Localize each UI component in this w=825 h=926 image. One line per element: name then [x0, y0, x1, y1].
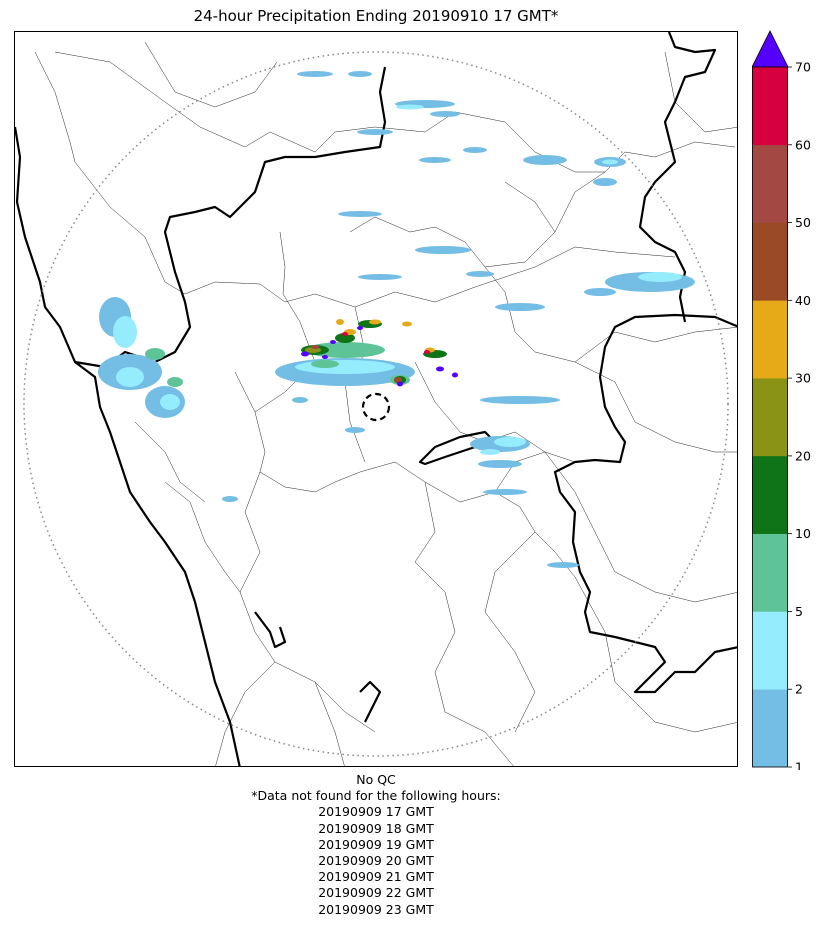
colorbar-bin: [752, 689, 788, 768]
colorbar-tick-label: 5: [795, 604, 803, 619]
colorbar-bin: [752, 611, 788, 690]
colorbar-tick-label: 40: [795, 293, 811, 308]
missing-hour: 20190909 18 GMT: [318, 820, 434, 836]
missing-hour: 20190909 20 GMT: [318, 853, 434, 869]
colorbar-tick-label: 60: [795, 137, 811, 152]
precipitation-map: [14, 31, 738, 767]
precip-heavy: [145, 342, 410, 387]
qc-note: No QC: [356, 772, 396, 787]
colorbar-bin: [752, 533, 788, 612]
map-canvas: [15, 32, 737, 766]
state-boundaries: [15, 32, 737, 766]
colorbar-bin: [752, 455, 788, 534]
map-title: 24-hour Precipitation Ending 20190910 17…: [193, 7, 559, 25]
precip-cores: [301, 319, 458, 387]
missing-data-header: *Data not found for the following hours:: [251, 788, 501, 804]
precip-moderate: [113, 104, 682, 455]
colorbar-tick-label: 70: [795, 60, 811, 75]
range-ring: [23, 51, 729, 757]
colorbar-tick-label: 2: [795, 682, 803, 697]
colorbar-bin: [752, 378, 788, 457]
district-boundaries: [34, 41, 737, 766]
colorbar-tick-label: 30: [795, 371, 811, 386]
colorbar-tick-label: 10: [795, 526, 811, 541]
notes-block: No QC *Data not found for the following …: [14, 772, 738, 918]
missing-hour: 20190909 22 GMT: [318, 885, 434, 901]
colorbar: 1 2 5 10 20 30 40 50 60 70: [751, 30, 822, 775]
missing-hour: 20190909 19 GMT: [318, 836, 434, 852]
colorbar-tick-label: 50: [795, 215, 811, 230]
colorbar-bin: [752, 300, 788, 379]
colorbar-tick-label: 20: [795, 448, 811, 463]
missing-hour: 20190909 17 GMT: [318, 804, 434, 820]
colorbar-tick-label: 1: [795, 760, 803, 771]
colorbar-frame: [752, 66, 788, 768]
colorbar-bin: [752, 144, 788, 223]
colorbar-bin: [752, 67, 788, 146]
colorbar-extend-max: [751, 30, 789, 68]
colorbar-bin: [752, 222, 788, 301]
radar-site-marker: [361, 392, 391, 422]
colorbar-canvas: 1 2 5 10 20 30 40 50 60 70: [751, 30, 811, 775]
missing-hour: 20190909 21 GMT: [318, 869, 434, 885]
missing-hour: 20190909 23 GMT: [318, 901, 434, 917]
